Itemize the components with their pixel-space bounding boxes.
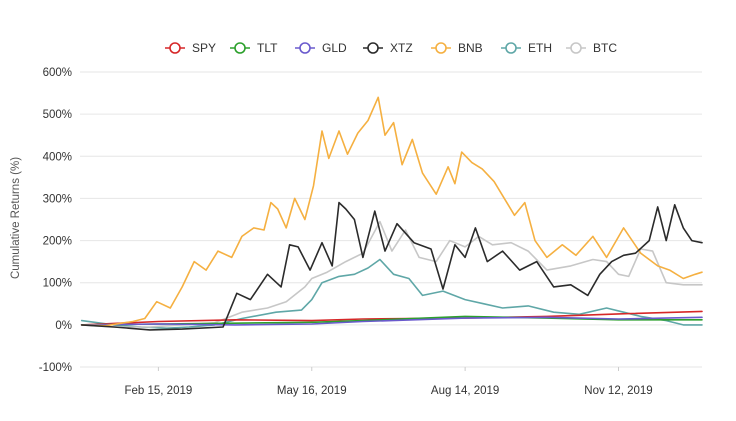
series-line-btc	[80, 220, 703, 328]
x-tick-label: Aug 14, 2019	[431, 385, 499, 397]
legend-item-btc[interactable]: BTC	[566, 41, 617, 55]
legend-label: XTZ	[390, 41, 413, 55]
legend-label: BNB	[458, 41, 483, 55]
legend-item-xtz[interactable]: XTZ	[363, 41, 413, 55]
legend-marker-icon	[299, 42, 311, 54]
legend-marker-icon	[570, 42, 582, 54]
legend-marker-icon	[169, 42, 181, 54]
y-axis: -100% 0% 100% 200% 300% 400% 500% 600%	[39, 67, 72, 374]
legend-item-gld[interactable]: GLD	[295, 41, 347, 55]
legend-item-bnb[interactable]: BNB	[431, 41, 483, 55]
series-line-gld	[80, 316, 703, 326]
legend-label: GLD	[322, 41, 347, 55]
y-tick-label: 200%	[43, 236, 72, 248]
y-axis-title: Cumulative Returns (%)	[10, 157, 22, 279]
y-tick-label: 300%	[43, 193, 72, 205]
series-line-bnb	[80, 96, 703, 327]
series-line-spy	[80, 310, 703, 326]
legend-label: BTC	[593, 41, 617, 55]
grid-layer	[80, 71, 702, 368]
series-layer	[80, 96, 703, 331]
y-tick-label: 600%	[43, 67, 72, 79]
y-tick-label: 100%	[43, 278, 72, 290]
legend-item-eth[interactable]: ETH	[501, 41, 552, 55]
legend-marker-icon	[367, 42, 379, 54]
legend-item-tlt[interactable]: TLT	[230, 41, 278, 55]
legend-marker-icon	[234, 42, 246, 54]
x-axis: Feb 15, 2019 May 16, 2019 Aug 14, 2019 Nov …	[124, 367, 653, 397]
x-tick-label: Nov 12, 2019	[584, 385, 652, 397]
legend-label: ETH	[528, 41, 552, 55]
y-tick-label: 500%	[43, 109, 72, 121]
y-tick-label: -100%	[39, 362, 72, 374]
y-tick-label: 400%	[43, 151, 72, 163]
y-tick-label: 0%	[55, 320, 72, 332]
legend: SPY TLT GLD XTZ BNB ETH BTC	[165, 41, 617, 55]
series-line-eth	[80, 258, 703, 330]
legend-marker-icon	[435, 42, 447, 54]
legend-marker-icon	[505, 42, 517, 54]
x-tick-label: Feb 15, 2019	[124, 385, 192, 397]
x-tick-label: May 16, 2019	[277, 385, 347, 397]
legend-item-spy[interactable]: SPY	[165, 41, 216, 55]
legend-label: TLT	[257, 41, 278, 55]
series-line-xtz	[80, 201, 703, 331]
legend-label: SPY	[192, 41, 216, 55]
